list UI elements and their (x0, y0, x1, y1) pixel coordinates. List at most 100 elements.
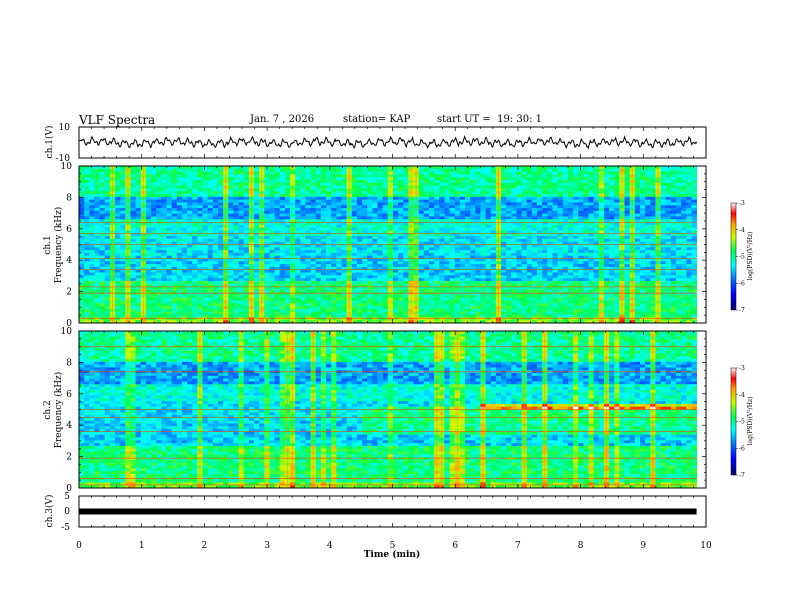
spectrogram-cell (516, 264, 523, 268)
spectrogram-cell (89, 258, 95, 262)
spectrogram-cell (310, 272, 317, 276)
spectrogram-cell (567, 188, 574, 192)
spectrogram-cell (480, 210, 486, 215)
spectrogram-cell (454, 185, 461, 189)
spectrogram-cell (542, 205, 548, 209)
spectrogram-cell (212, 202, 219, 206)
spectrogram-cell (686, 174, 692, 178)
spectrogram-cell (521, 255, 528, 259)
spectrogram-cell (207, 244, 214, 248)
spectrogram-cell (526, 216, 533, 220)
spectrogram-cell (274, 272, 281, 276)
spectrogram-cell (634, 219, 641, 223)
spectrogram-cell (192, 244, 198, 248)
spectrogram-cell (326, 258, 332, 262)
spectrogram-cell (315, 278, 322, 282)
spectrogram-cell (506, 227, 512, 231)
spectrogram-cell (665, 208, 672, 212)
spectrogram-cell (192, 216, 198, 220)
spectrogram-cell (501, 222, 507, 226)
spectrogram-cell (562, 275, 569, 279)
spectrogram-cell (593, 174, 600, 178)
spectrogram-cell (264, 180, 270, 184)
spectrogram-cell (228, 227, 234, 231)
spectrogram-cell (104, 272, 111, 276)
spectrogram-cell (516, 202, 523, 206)
spectrogram-cell (614, 241, 620, 245)
spectrogram-cell (120, 199, 126, 203)
spectrogram-cell (151, 194, 157, 198)
spectrogram-cell (547, 266, 553, 271)
spectrogram-cell (567, 255, 574, 259)
spectrogram-cell (326, 194, 332, 198)
spectrogram-cell (171, 216, 178, 220)
spectrogram-cell (531, 250, 538, 254)
spectrogram-cell (521, 202, 528, 206)
spectrogram-cell (326, 269, 332, 273)
spectrogram-cell (516, 255, 523, 259)
spectrogram-cell (104, 216, 111, 220)
spectrogram-cell (403, 222, 409, 226)
spectrogram-cell (166, 269, 173, 273)
spectrogram-cell (444, 275, 450, 279)
spectrogram-cell (320, 180, 327, 184)
spectrogram-cell (542, 219, 548, 223)
spectrogram-cell (372, 247, 378, 251)
spectrogram-cell (238, 275, 245, 279)
spectrogram-cell (197, 188, 203, 192)
spectrogram-cell (490, 264, 497, 268)
spectrogram-cell (403, 213, 409, 217)
spectrogram-cell (166, 233, 173, 237)
spectrogram-cell (130, 244, 137, 248)
spectrogram-cell (516, 196, 523, 201)
spectrogram-cell (403, 224, 409, 229)
spectrogram-cell (264, 191, 270, 195)
spectrogram-cell (506, 171, 512, 175)
spectrogram-cell (624, 219, 631, 223)
spectrogram-cell (516, 224, 523, 229)
spectrogram-cell (444, 247, 450, 251)
spectrogram-cell (351, 202, 358, 206)
spectrogram-cell (382, 208, 389, 212)
spectrogram-cell (660, 264, 667, 268)
spectrogram-cell (284, 252, 291, 257)
spectrogram-cell (171, 241, 178, 245)
spectrogram-cell (300, 216, 306, 220)
spectrogram-cell (598, 233, 605, 237)
spectrogram-cell (176, 185, 183, 189)
spectrogram-cell (166, 241, 173, 245)
spectrogram-cell (537, 266, 543, 271)
spectrogram-cell (151, 188, 157, 192)
spectrogram-cell (387, 188, 394, 192)
spectrogram-cell (609, 166, 615, 170)
spectrogram-cell (511, 224, 517, 229)
spectrogram-cell (79, 241, 85, 245)
spectrogram-cell (501, 177, 507, 181)
spectrogram-cell (567, 261, 574, 265)
spectrogram-cell (264, 222, 270, 226)
spectrogram-cell (156, 272, 162, 276)
spectrogram-cell (217, 202, 224, 206)
spectrogram-cell (228, 244, 234, 248)
spectrogram-cell (583, 177, 589, 181)
spectrogram-cell (207, 236, 214, 240)
spectrogram-cell (552, 250, 559, 254)
spectrogram-cell (418, 166, 425, 170)
spectrogram-cell (578, 269, 584, 273)
spectrogram-cell (217, 166, 224, 170)
spectrogram-cell (459, 222, 466, 226)
spectrogram-cell (264, 252, 270, 257)
spectrogram-cell (228, 213, 234, 217)
spectrogram-cell (573, 227, 579, 231)
spectrogram-cell (130, 230, 137, 234)
spectrogram-cell (449, 216, 456, 220)
spectrogram-cell (557, 185, 564, 189)
spectrogram-cell (387, 264, 394, 268)
spectrogram-cell (120, 196, 126, 201)
spectrogram-cell (156, 180, 162, 184)
spectrogram-cell (187, 199, 193, 203)
spectrogram-cell (398, 272, 404, 276)
spectrogram-cell (305, 241, 311, 245)
spectrogram-cell (480, 185, 486, 189)
spectrogram-cell (537, 191, 543, 195)
